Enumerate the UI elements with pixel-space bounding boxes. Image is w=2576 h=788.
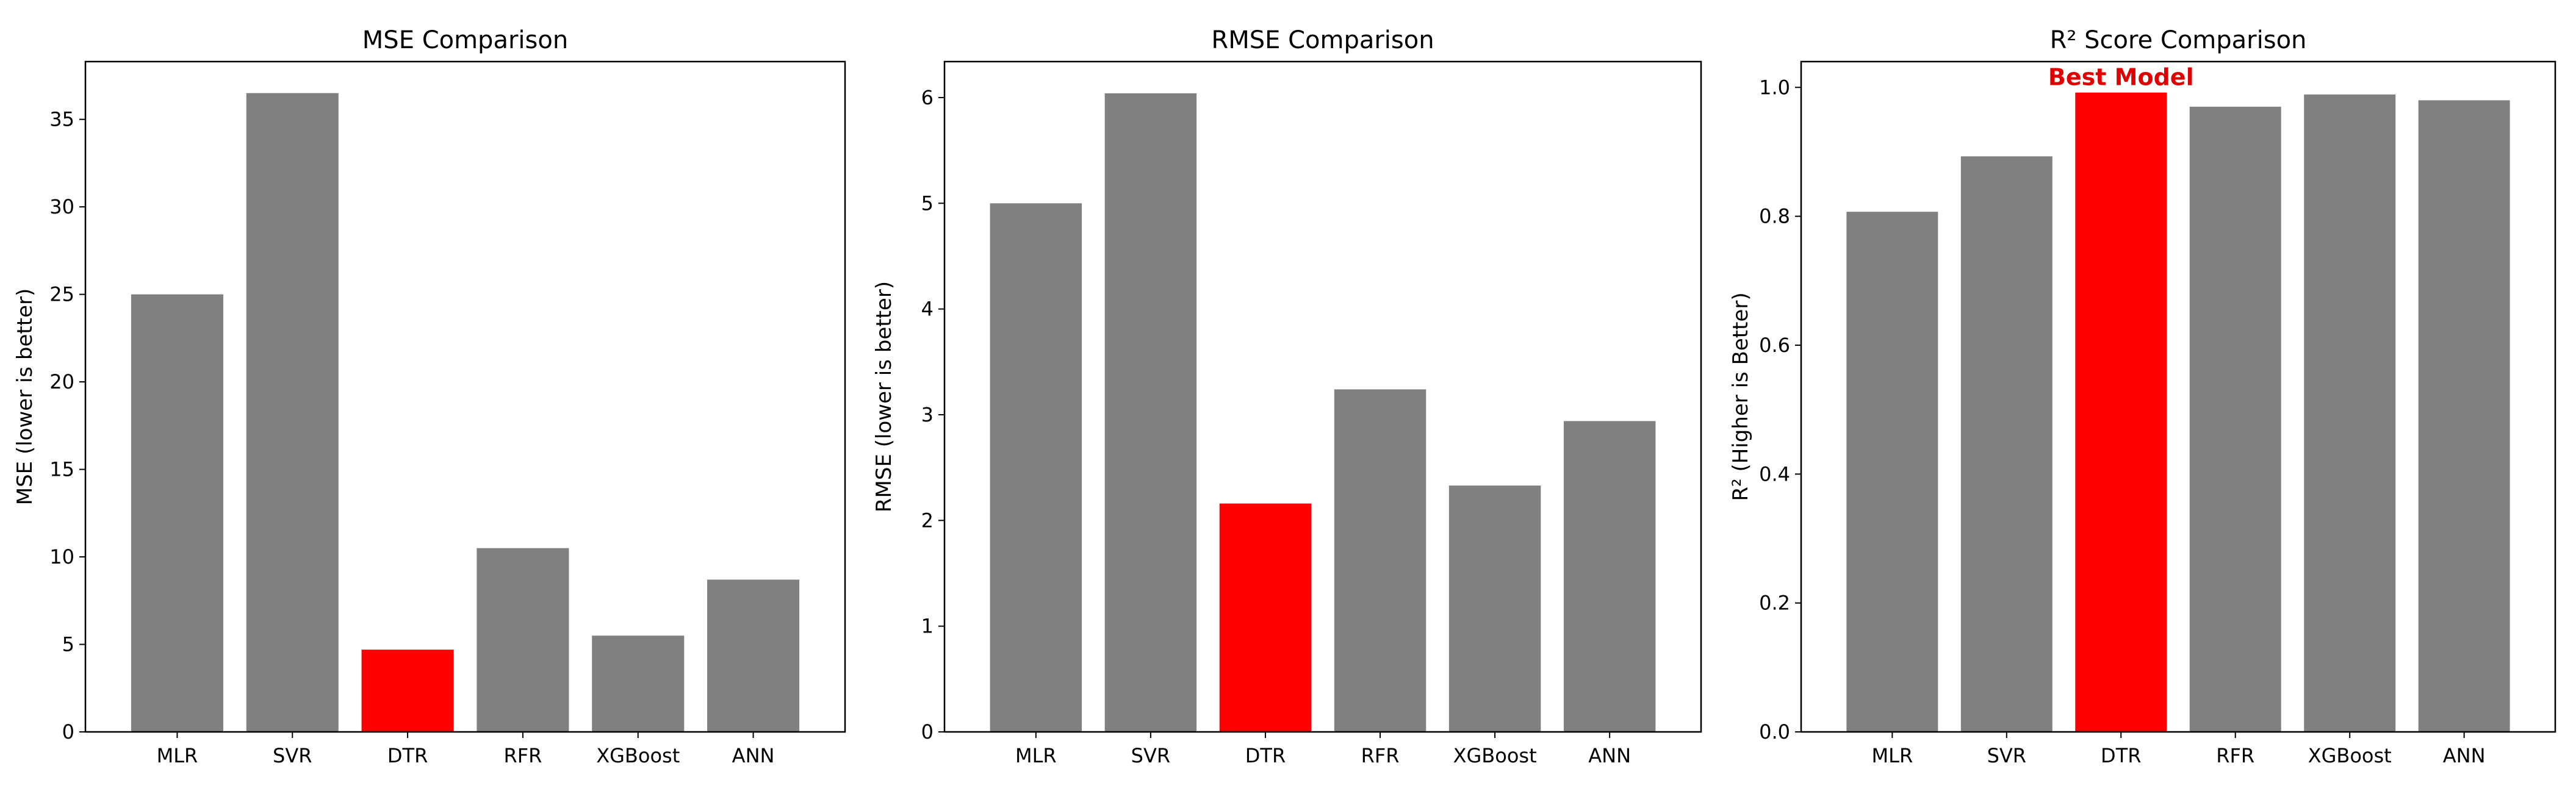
plot-frame [943,60,1702,733]
bar-dtr [1219,503,1312,732]
y-tick-label: 25 [49,283,74,306]
x-tick-label: MLR [1872,744,1913,767]
x-tick-label: SVR [1131,744,1170,767]
bar-xgboost [1448,485,1541,732]
bar-rfr [477,548,569,732]
plot-frame [84,60,846,733]
bar-dtr [361,650,454,732]
y-tick-label: 0.0 [1759,720,1790,743]
y-tick-label: 0.4 [1759,462,1790,485]
bar-mlr [131,294,223,732]
y-tick-label: 0.2 [1759,592,1790,615]
y-tick-label: 30 [49,195,74,218]
bar-ann [2418,100,2510,732]
chart-title: RMSE Comparison [1211,26,1434,54]
chart-panel-2: MLR SVR DTR RFR XGBoost ANN 0 1 2 3 4 5 6 RMSE Compar… [872,26,1702,767]
y-tick-label: 0 [921,720,934,743]
x-tick-label: XGBoost [2308,744,2392,767]
y-tick-label: 6 [921,86,934,109]
x-tick-label: RFR [503,744,542,767]
x-tick-label: SVR [273,744,312,767]
bar-mlr [1846,212,1938,732]
x-tick-label: DTR [2101,744,2141,767]
x-tick-label: RFR [2216,744,2254,767]
x-tick-label: XGBoost [596,744,680,767]
bar-xgboost [592,636,685,732]
x-tick-label: RFR [1361,744,1400,767]
bar-rfr [2189,106,2281,732]
bar-dtr [2075,92,2167,732]
y-axis-label: R² (Higher is Better) [1729,292,1753,501]
bar-xgboost [2304,94,2396,732]
chart-panel-1: MLR SVR DTR RFR XGBoost ANN 0 5 10 15 20 25 30 35 MSE … [13,26,846,767]
x-tick-label: ANN [1588,744,1631,767]
y-tick-label: 5 [62,633,74,656]
bar-svr [1960,156,2053,732]
bar-svr [1104,93,1197,732]
x-tick-label: SVR [1987,744,2026,767]
y-tick-label: 1 [921,615,934,638]
chart-title: MSE Comparison [362,26,568,54]
chart-title: R² Score Comparison [2050,26,2307,54]
y-tick-label: 20 [49,370,74,393]
plot-frame [1800,60,2556,733]
y-tick-label: 0.6 [1759,334,1790,357]
y-tick-label: 10 [49,545,74,568]
y-tick-label: 0 [62,720,74,743]
x-tick-label: MLR [157,744,198,767]
bar-ann [707,579,800,732]
y-tick-label: 2 [921,509,934,532]
y-tick-label: 4 [921,298,934,321]
bar-ann [1563,421,1656,732]
y-tick-label: 5 [921,192,934,215]
bar-svr [246,93,339,732]
y-tick-label: 0.8 [1759,205,1790,228]
y-tick-label: 35 [49,108,74,131]
best-model-annotation: Best Model [2048,64,2194,91]
y-tick-label: 3 [921,403,934,426]
x-tick-label: ANN [732,744,775,767]
y-tick-label: 15 [49,458,74,481]
x-tick-label: DTR [387,744,428,767]
bar-rfr [1334,389,1427,732]
x-tick-label: XGBoost [1453,744,1537,767]
bar-mlr [990,203,1082,732]
y-tick-label: 1.0 [1759,76,1790,99]
x-tick-label: MLR [1015,744,1057,767]
x-tick-label: DTR [1245,744,1286,767]
x-tick-label: ANN [2443,744,2486,767]
y-axis-label: MSE (lower is better) [13,288,37,506]
y-axis-label: RMSE (lower is better) [872,281,896,512]
chart-panel-3: MLR SVR DTR RFR XGBoost ANN 0.0 0.2 0.4 0.6 0.8 1.0… [1729,26,2556,767]
